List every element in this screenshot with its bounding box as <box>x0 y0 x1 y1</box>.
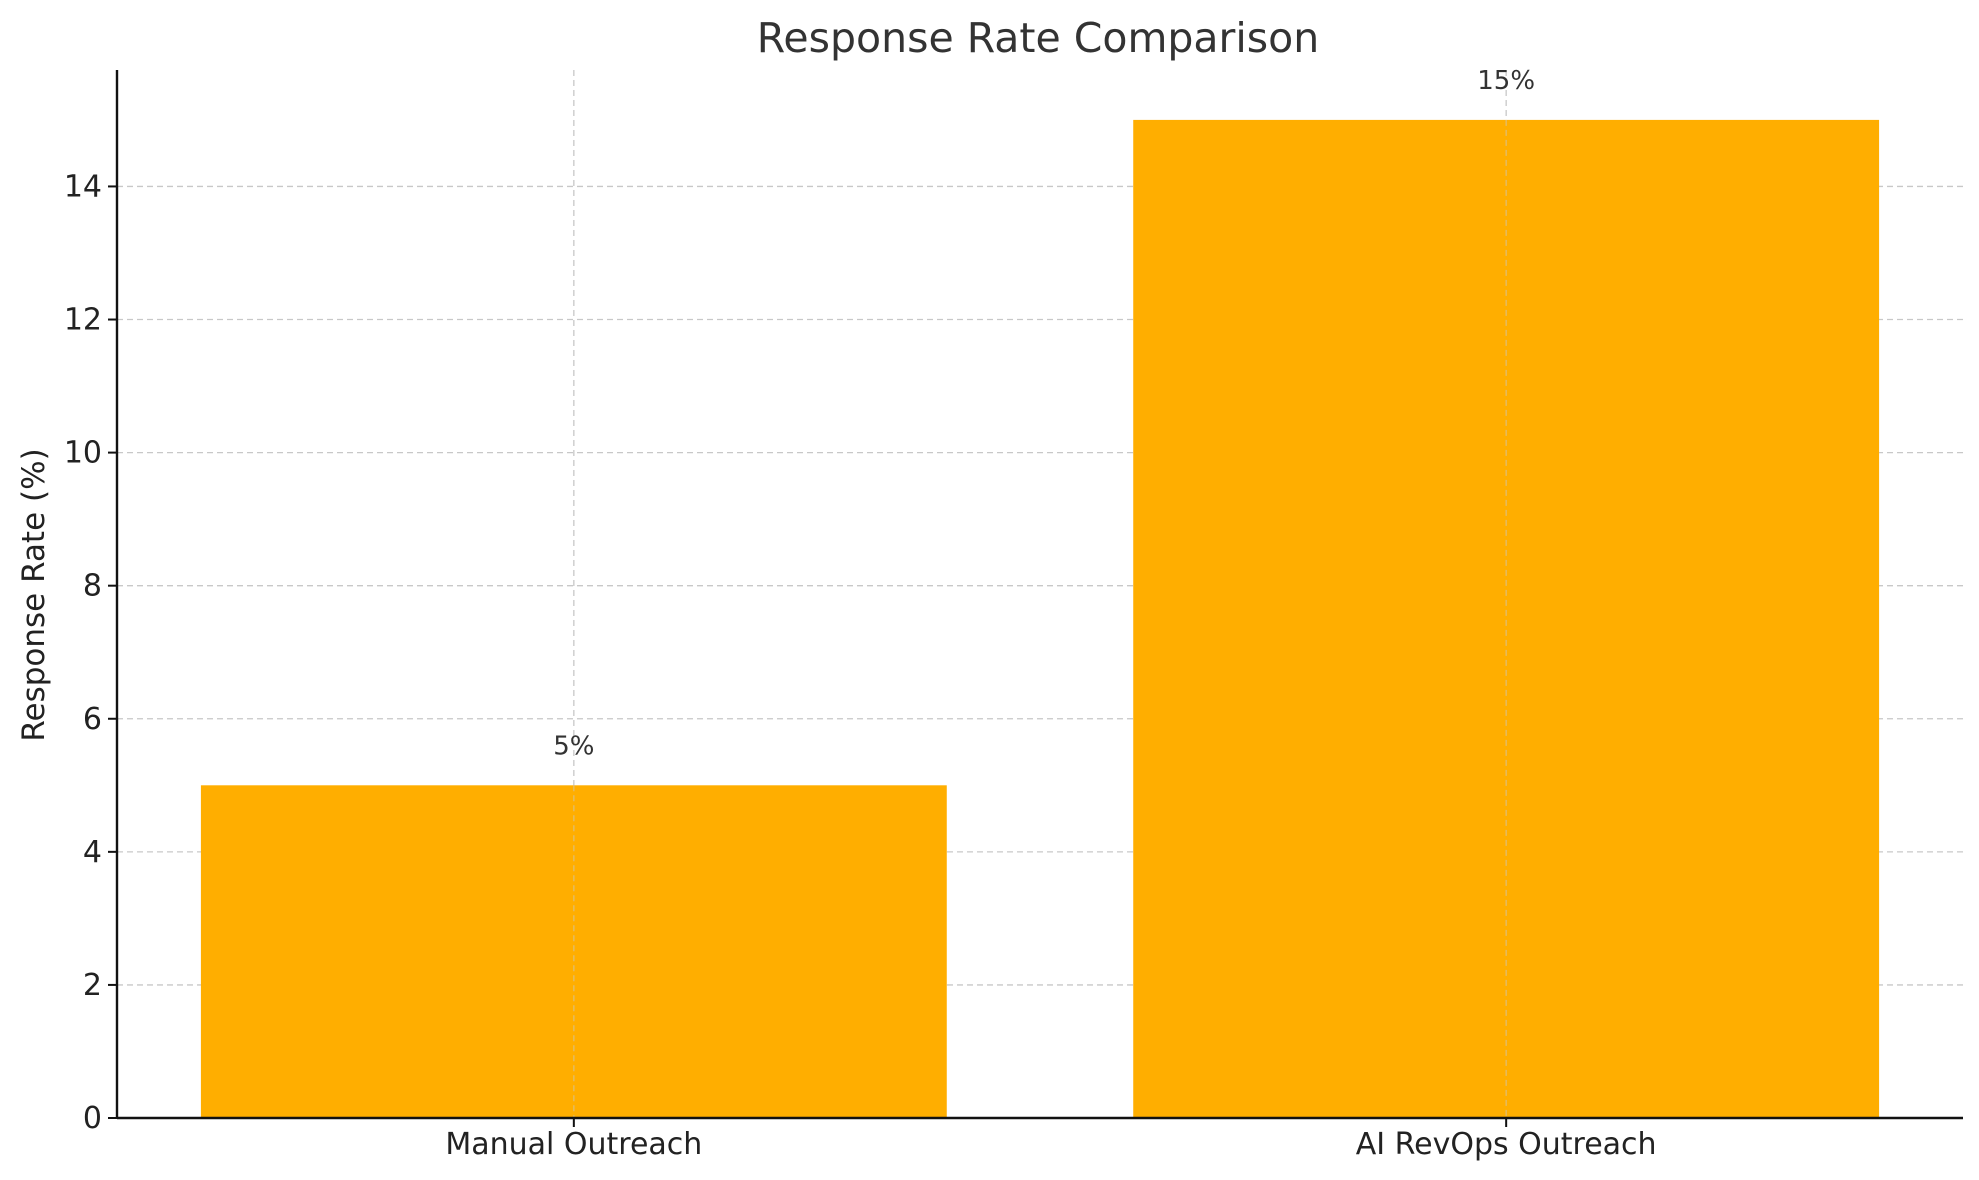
label-layer: 0 2 4 6 8 10 12 14 Manual Outreach AI RevOps Outr… <box>64 66 1657 1162</box>
bar-layer <box>200 119 1880 1118</box>
bar <box>1133 119 1880 1118</box>
y-tick-label: 12 <box>64 303 102 338</box>
data-label: 5% <box>553 731 594 761</box>
x-tick-label: Manual Outreach <box>445 1127 702 1162</box>
y-axis-label: Response Rate (%) <box>16 448 52 741</box>
y-tick-label: 0 <box>83 1101 102 1136</box>
y-tick-label: 14 <box>64 169 102 204</box>
y-tick-label: 4 <box>83 835 102 870</box>
x-tick-label: AI RevOps Outreach <box>1356 1127 1657 1162</box>
y-tick-label: 10 <box>64 436 102 471</box>
y-tick-label: 2 <box>83 968 102 1003</box>
y-tick-label: 8 <box>83 569 102 604</box>
axis-layer <box>108 70 1963 1127</box>
data-label: 15% <box>1477 66 1535 96</box>
y-tick-label: 6 <box>83 702 102 737</box>
chart-title: Response Rate Comparison <box>757 14 1319 62</box>
